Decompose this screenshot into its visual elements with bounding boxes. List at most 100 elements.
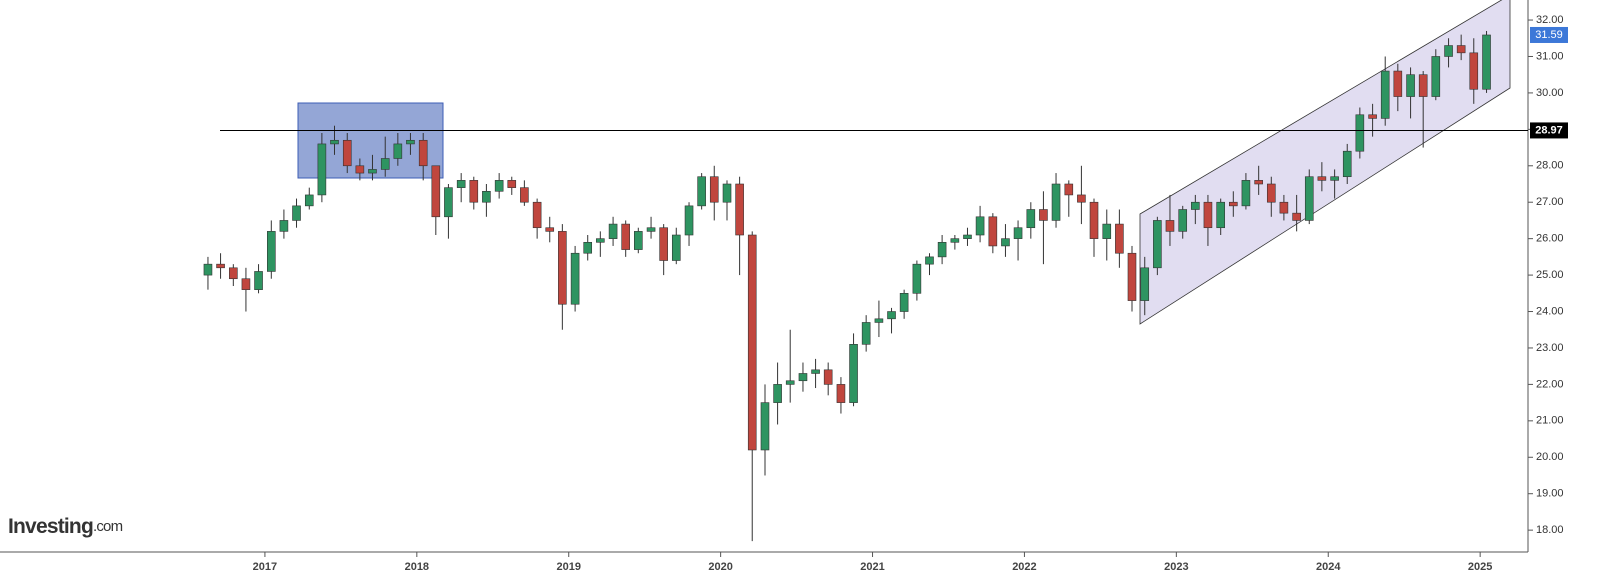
candle-body: [925, 256, 934, 265]
logo-text: Investing: [8, 515, 93, 538]
candle-body: [1266, 183, 1276, 203]
candle-body: [849, 344, 858, 403]
candle-body: [368, 169, 377, 174]
candle-body: [304, 194, 314, 207]
candle-body: [507, 180, 517, 188]
candle-body: [709, 176, 719, 203]
candle-body: [1013, 227, 1023, 239]
candle-body: [1355, 114, 1365, 152]
candle-body: [747, 234, 757, 451]
candle-body: [520, 187, 529, 203]
candle-body: [671, 234, 681, 261]
candle-body: [355, 165, 365, 174]
candle-body: [1001, 238, 1010, 247]
candle-body: [798, 373, 808, 382]
candle-body: [469, 180, 479, 203]
candle-body: [608, 223, 618, 239]
candle-body: [1089, 201, 1099, 239]
candle-body: [1304, 176, 1314, 221]
candle-body: [444, 187, 453, 218]
candle-body: [836, 384, 846, 403]
candle-body: [1241, 180, 1251, 207]
x-tick-label: 2019: [556, 561, 580, 573]
candle-body: [279, 220, 289, 232]
level-label-bg: [1530, 122, 1568, 139]
logo-suffix: .com: [93, 518, 123, 535]
candle-body: [241, 278, 251, 290]
candle-body: [773, 384, 782, 403]
x-tick-label: 2022: [1012, 561, 1036, 573]
candle-body: [216, 263, 225, 269]
candle-body: [975, 216, 985, 236]
candle-body: [1342, 150, 1352, 178]
candle-body: [1039, 209, 1048, 221]
candle-body: [1380, 70, 1390, 119]
y-tick-label: 22.00: [1536, 378, 1564, 390]
y-tick-label: 28.00: [1536, 160, 1564, 172]
candle-body: [912, 263, 922, 294]
candle-body: [1229, 201, 1238, 207]
candle-body: [482, 190, 491, 203]
candle-body: [1431, 56, 1441, 97]
candle-body: [292, 205, 301, 221]
candle-body: [1444, 45, 1453, 57]
candle-body: [393, 143, 403, 159]
candle-body: [406, 139, 415, 145]
y-tick-label: 20.00: [1536, 451, 1564, 463]
x-tick-label: 2017: [253, 561, 277, 573]
candle-body: [874, 318, 884, 323]
candle-body: [1178, 209, 1188, 232]
candle-body: [1051, 183, 1061, 221]
candle-body: [431, 165, 441, 218]
candle-body: [1456, 45, 1466, 54]
candle-body: [760, 402, 770, 451]
candle-body: [1140, 267, 1150, 301]
candle-body: [621, 223, 630, 250]
candle-body: [1418, 74, 1428, 97]
logo: Investing.com: [8, 515, 123, 538]
candle-body: [861, 322, 871, 345]
candle-body: [823, 369, 833, 385]
candle-body: [684, 205, 694, 236]
candle-body: [1191, 201, 1200, 210]
candle-body: [1203, 201, 1213, 229]
candle-body: [1115, 223, 1124, 254]
candle-body: [735, 183, 744, 236]
candle-body: [988, 216, 998, 247]
candle-body: [1279, 201, 1289, 214]
y-tick-label: 24.00: [1536, 305, 1564, 317]
candle-body: [633, 231, 643, 250]
candle-body: [1077, 194, 1086, 203]
candle-body: [697, 176, 706, 207]
candle-body: [267, 231, 276, 272]
candle-body: [558, 231, 567, 305]
candle-body: [1153, 220, 1162, 269]
candle-body: [937, 241, 947, 258]
candle-body: [532, 201, 542, 229]
candle-body: [1064, 183, 1074, 196]
candle-body: [1165, 220, 1175, 232]
level-label: 28.97: [1535, 124, 1563, 136]
candle-body: [811, 369, 820, 374]
candle-body: [456, 180, 466, 188]
y-tick-label: 18.00: [1536, 524, 1564, 536]
candle-body: [1393, 70, 1403, 97]
x-tick-label: 2020: [708, 561, 732, 573]
candle-body: [254, 271, 263, 290]
candle-body: [1127, 252, 1137, 301]
candle-body: [342, 139, 352, 167]
y-tick-label: 30.00: [1536, 87, 1564, 99]
candle-body: [1469, 52, 1479, 90]
candle-body: [1330, 176, 1339, 181]
trend-channel: [1139, 0, 1511, 325]
candle-body: [1482, 34, 1491, 90]
candle-body: [1102, 223, 1112, 239]
last-price-bg: [1530, 26, 1568, 43]
candle-body: [596, 238, 605, 243]
candle-body: [494, 180, 504, 192]
candle-body: [583, 241, 593, 254]
y-tick-label: 25.00: [1536, 269, 1564, 281]
candle-body: [545, 227, 555, 232]
x-tick-label: 2018: [405, 561, 429, 573]
